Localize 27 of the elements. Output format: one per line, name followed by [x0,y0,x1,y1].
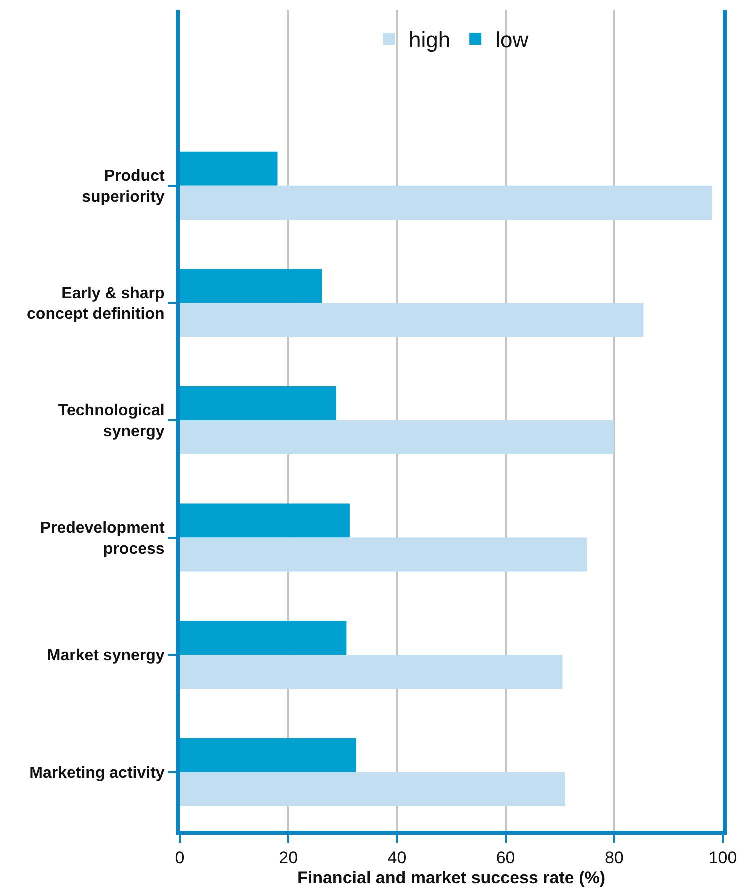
x-tick-label: 60 [496,848,516,868]
bar [180,303,644,338]
bar [180,269,322,304]
bar [180,655,563,690]
y-tick-label: Early & sharp concept definition [27,285,166,324]
y-tick-label: Predevelopment process [40,520,166,558]
x-tick-label: 100 [708,848,738,868]
y-tick-label: Market synergy [47,648,165,665]
bar [180,186,712,220]
bar [180,538,588,572]
x-tick-label: 0 [175,848,185,868]
y-tick-label: Technological synergy [58,402,165,440]
legend-label: low [496,28,529,53]
x-tick-label: 80 [604,848,624,868]
bar [180,621,347,656]
bar [180,420,614,455]
x-tick-label: 20 [279,848,298,868]
bar [180,504,350,538]
x-axis-title: Financial and market success rate (%) [297,868,606,888]
bar [180,772,566,806]
bar [180,386,336,420]
y-tick-label: Product superiority [82,168,166,206]
y-tick-label: Marketing activity [30,764,165,782]
legend-label: high [409,28,451,53]
x-tick-label: 40 [388,848,407,868]
bar [180,738,356,772]
bar [180,152,278,186]
